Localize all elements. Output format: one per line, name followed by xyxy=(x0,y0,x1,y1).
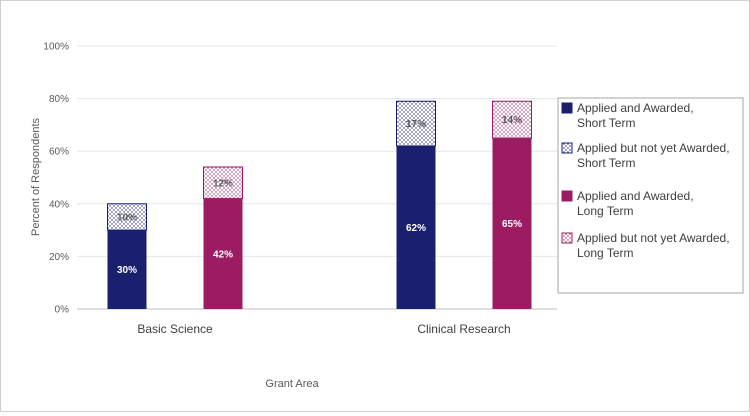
bar-segment xyxy=(107,203,147,231)
y-tick-label: 20% xyxy=(49,252,69,263)
data-label: 65% xyxy=(502,219,522,230)
bar-segment xyxy=(396,145,436,309)
data-label: 42% xyxy=(213,249,233,260)
y-axis-title: Percent of Respondents xyxy=(30,117,42,236)
bar-segment xyxy=(203,198,243,309)
data-label: 14% xyxy=(502,115,522,126)
legend-label: Applied and Awarded, Long Term xyxy=(577,189,694,218)
y-axis-ticks: 0% 20% 40% 60% 80% 100% xyxy=(43,42,69,316)
y-tick-label: 100% xyxy=(43,42,69,53)
legend-box xyxy=(557,97,744,294)
data-label: 62% xyxy=(406,223,426,234)
legend-label: Applied and Awarded, Short Term xyxy=(577,101,694,130)
legend-label: Applied but not yet Awarded, Long Term xyxy=(577,231,730,260)
data-label: 10% xyxy=(117,212,137,223)
y-tick-label: 60% xyxy=(49,147,69,158)
y-tick-label: 40% xyxy=(49,199,69,210)
y-tick-label: 80% xyxy=(49,94,69,105)
bar-segment xyxy=(492,138,532,309)
bar-segment xyxy=(107,230,147,309)
legend-swatch xyxy=(561,190,573,202)
data-label: 17% xyxy=(406,119,426,130)
data-label: 12% xyxy=(213,178,233,189)
x-category-label: Clinical Research xyxy=(417,322,510,336)
bar-segment xyxy=(492,100,532,139)
bar-segment xyxy=(396,100,436,147)
legend-swatch xyxy=(561,102,573,114)
legend-label: Applied but not yet Awarded, Short Term xyxy=(577,141,730,170)
data-label: 30% xyxy=(117,265,137,276)
bars: 30% 10% 42% 12% 62% 17% 65% 14% xyxy=(107,100,532,309)
gridlines xyxy=(77,45,557,310)
x-axis-title: Grant Area xyxy=(265,378,319,390)
legend-swatch xyxy=(561,232,573,244)
legend: Applied and Awarded, Short Term Applied bu… xyxy=(557,97,744,294)
y-tick-label: 0% xyxy=(55,305,70,316)
x-category-label: Basic Science xyxy=(137,322,213,336)
legend-swatch xyxy=(561,142,573,154)
x-axis-categories: Basic Science Clinical Research xyxy=(137,322,510,336)
bar-segment xyxy=(203,166,243,200)
